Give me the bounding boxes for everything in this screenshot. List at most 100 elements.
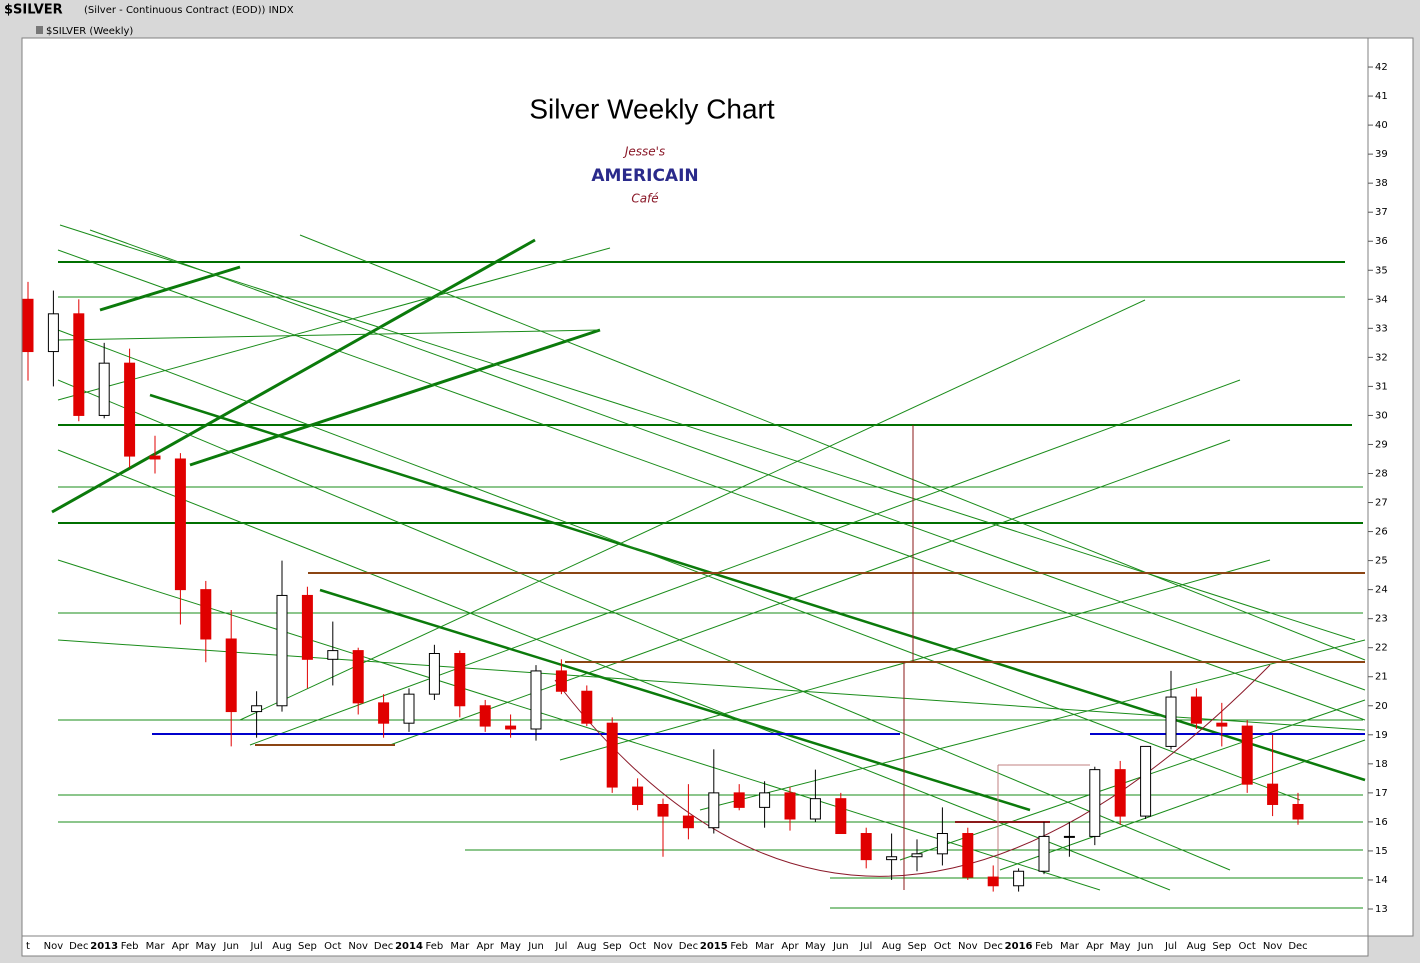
x-tick-label: May xyxy=(805,941,826,952)
candle-body xyxy=(555,670,567,692)
x-tick-label: Feb xyxy=(730,941,748,952)
candle-body xyxy=(682,815,694,829)
candle-body xyxy=(962,833,974,878)
candle-body xyxy=(301,594,313,660)
y-tick-label: 21 xyxy=(1375,672,1388,683)
candle-body xyxy=(1241,725,1253,785)
candle-body xyxy=(47,313,59,353)
candle-body xyxy=(73,313,85,416)
x-tick-label: May xyxy=(500,941,521,952)
candle-body xyxy=(987,876,999,887)
x-tick-label: Dec xyxy=(679,941,698,952)
x-tick-label: Nov xyxy=(653,941,673,952)
candle-body xyxy=(911,853,923,858)
y-tick-label: 15 xyxy=(1375,846,1388,857)
x-axis-area xyxy=(21,935,1369,957)
y-tick-label: 31 xyxy=(1375,381,1388,392)
candle-body xyxy=(22,298,34,353)
candle-body xyxy=(835,798,847,835)
x-tick-label: May xyxy=(195,941,216,952)
x-tick-label: Aug xyxy=(1187,941,1207,952)
candle-body xyxy=(327,650,339,660)
candle-body xyxy=(530,670,542,730)
candle-body xyxy=(708,792,720,829)
x-tick-label: t xyxy=(26,941,30,952)
candle-body xyxy=(1292,803,1304,820)
candle-body xyxy=(1165,696,1177,747)
x-tick-label: Feb xyxy=(121,941,139,952)
candle-body xyxy=(1140,745,1152,817)
candle-body xyxy=(759,792,771,808)
x-tick-label: Jul xyxy=(1164,941,1177,952)
y-tick-label: 36 xyxy=(1375,236,1388,247)
y-tick-label: 16 xyxy=(1375,817,1388,828)
candle-body xyxy=(505,725,517,730)
x-tick-label: Mar xyxy=(146,941,166,952)
candle-body xyxy=(454,653,466,707)
x-tick-label: Nov xyxy=(348,941,368,952)
candle-body xyxy=(1190,696,1202,724)
candle-body xyxy=(1063,835,1075,838)
y-tick-label: 29 xyxy=(1375,439,1388,450)
x-tick-label: Dec xyxy=(374,941,393,952)
x-tick-label: Feb xyxy=(1035,941,1053,952)
logo-line3: Café xyxy=(631,192,658,206)
x-tick-label: Nov xyxy=(1263,941,1283,952)
y-tick-label: 34 xyxy=(1375,294,1388,305)
symbol: $SILVER xyxy=(4,3,63,18)
candle-body xyxy=(1089,769,1101,837)
x-tick-label: Jul xyxy=(250,941,263,952)
candle-body xyxy=(936,833,948,855)
candle-body xyxy=(479,705,491,727)
candle-body xyxy=(352,650,364,704)
x-tick-label: Oct xyxy=(1239,941,1256,952)
y-tick-label: 25 xyxy=(1375,556,1388,567)
candle-body xyxy=(174,458,186,591)
annotations xyxy=(152,425,1365,890)
x-tick-label: Dec xyxy=(1288,941,1307,952)
y-tick-label: 42 xyxy=(1375,62,1388,73)
y-tick-label: 14 xyxy=(1375,875,1388,886)
x-tick-label: Sep xyxy=(908,941,927,952)
description: (Silver - Continuous Contract (EOD)) IND… xyxy=(84,5,294,16)
candle-body xyxy=(632,786,644,805)
x-tick-label: 2014 xyxy=(395,941,423,952)
candle-body xyxy=(378,702,390,724)
x-tick-label: Mar xyxy=(1060,941,1080,952)
x-tick-label: Dec xyxy=(984,941,1003,952)
candle-body xyxy=(428,653,440,695)
y-tick-label: 20 xyxy=(1375,701,1388,712)
y-tick-label: 18 xyxy=(1375,759,1388,770)
x-tick-label: Apr xyxy=(781,941,799,952)
x-tick-label: Dec xyxy=(69,941,88,952)
candle-body xyxy=(1013,870,1025,887)
x-tick-label: Feb xyxy=(426,941,444,952)
x-tick-label: Oct xyxy=(629,941,646,952)
candle-body xyxy=(149,455,161,460)
x-tick-label: Oct xyxy=(324,941,341,952)
candle-body xyxy=(276,594,288,707)
y-tick-label: 28 xyxy=(1375,468,1388,479)
y-tick-label: 24 xyxy=(1375,585,1388,596)
x-tick-label: Nov xyxy=(958,941,978,952)
x-tick-label: Mar xyxy=(450,941,470,952)
y-tick-label: 38 xyxy=(1375,178,1388,189)
y-tick-label: 26 xyxy=(1375,527,1388,538)
x-tick-label: Sep xyxy=(298,941,317,952)
y-tick-label: 13 xyxy=(1375,904,1388,915)
x-tick-label: Jun xyxy=(1137,941,1154,952)
x-tick-label: Aug xyxy=(882,941,902,952)
candle-body xyxy=(98,362,110,416)
y-tick-label: 35 xyxy=(1375,265,1388,276)
candle-body xyxy=(225,638,237,713)
y-tick-label: 22 xyxy=(1375,643,1388,654)
x-tick-label: 2013 xyxy=(90,941,118,952)
candle-body xyxy=(124,362,136,457)
y-tick-label: 19 xyxy=(1375,730,1388,741)
x-tick-label: Apr xyxy=(172,941,190,952)
candle-body xyxy=(886,856,898,861)
logo-line1: Jesse's xyxy=(623,145,665,159)
legend-icon xyxy=(36,26,43,34)
